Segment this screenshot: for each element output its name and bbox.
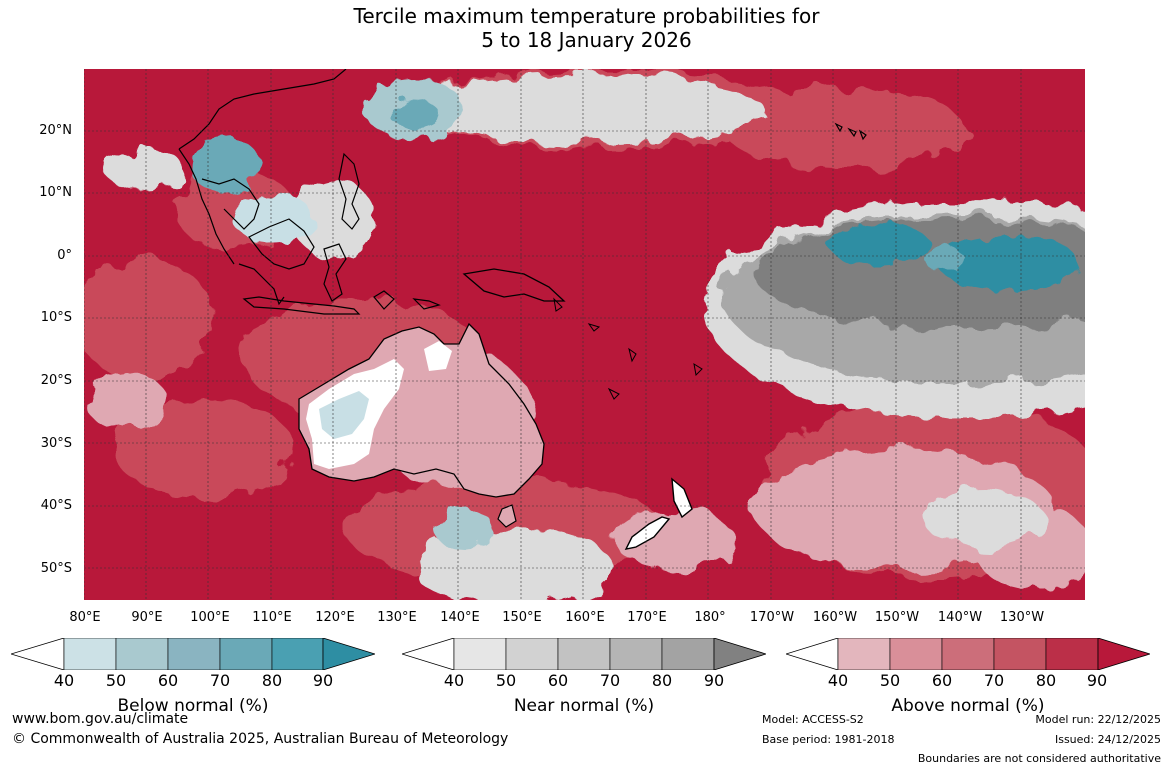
lon-label-120e: 120°E <box>315 610 355 625</box>
australia-landmass <box>298 322 545 528</box>
lon-label-150w: 150°W <box>874 610 920 625</box>
lon-label-170w: 170°W <box>749 610 795 625</box>
above-tick-40: 40 <box>827 671 849 690</box>
below-tick-60: 60 <box>157 671 179 690</box>
near-tick-90: 90 <box>703 671 725 690</box>
lon-label-80e: 80°E <box>69 610 101 625</box>
above-tick-90: 90 <box>1086 671 1108 690</box>
below-tick-40: 40 <box>53 671 75 690</box>
lat-label-40s: 40°S <box>40 498 72 513</box>
below-tick-90: 90 <box>312 671 334 690</box>
lat-label-10n: 10°N <box>39 185 72 200</box>
lat-label-50s: 50°S <box>40 561 72 576</box>
lon-label-180: 180° <box>694 610 726 625</box>
near-normal-colorbar <box>402 638 766 670</box>
hawaii <box>834 122 867 141</box>
above-normal-colorbar <box>786 638 1150 670</box>
lat-label-20n: 20°N <box>39 123 72 138</box>
near-tick-50: 50 <box>495 671 517 690</box>
above-tick-50: 50 <box>879 671 901 690</box>
base-period-text: Base period: 1981-2018 <box>762 733 895 746</box>
new-zealand <box>624 477 693 550</box>
lon-label-170e: 170°E <box>627 610 667 625</box>
map-canvas <box>84 69 1085 600</box>
above-tick-60: 60 <box>931 671 953 690</box>
below-normal-label: Below normal (%) <box>117 696 269 716</box>
near-tick-70: 70 <box>599 671 621 690</box>
below-normal-colorbar <box>11 638 375 670</box>
below-normal-areas <box>189 79 1079 549</box>
below-tick-70: 70 <box>209 671 231 690</box>
model-run-text: Model run: 22/12/2025 <box>1035 713 1161 726</box>
title-line-1: Tercile maximum temperature probabilitie… <box>353 4 820 28</box>
lon-label-140e: 140°E <box>440 610 480 625</box>
chart-title: Tercile maximum temperature probabilitie… <box>0 4 1173 52</box>
lat-label-30s: 30°S <box>40 436 72 451</box>
lon-label-150e: 150°E <box>502 610 542 625</box>
above-tick-80: 80 <box>1035 671 1057 690</box>
boundaries-disclaimer: Boundaries are not considered authoritat… <box>917 752 1161 765</box>
issued-text: Issued: 24/12/2025 <box>1054 733 1161 746</box>
model-text: Model: ACCESS-S2 <box>762 713 864 726</box>
near-normal-label: Near normal (%) <box>513 696 655 716</box>
near-tick-60: 60 <box>547 671 569 690</box>
probability-map <box>84 69 1085 600</box>
website-link[interactable]: www.bom.gov.au/climate <box>12 711 189 727</box>
lat-label-20s: 20°S <box>40 373 72 388</box>
below-tick-80: 80 <box>261 671 283 690</box>
below-tick-50: 50 <box>105 671 127 690</box>
lon-label-110e: 110°E <box>252 610 292 625</box>
lon-label-90e: 90°E <box>131 610 163 625</box>
lon-label-160w: 160°W <box>812 610 858 625</box>
lat-label-0: 0° <box>57 248 72 263</box>
lon-label-140w: 140°W <box>937 610 983 625</box>
title-line-2: 5 to 18 January 2026 <box>481 28 692 52</box>
graticule <box>84 69 1085 600</box>
lon-label-130w: 130°W <box>999 610 1045 625</box>
above-normal-label: Above normal (%) <box>891 696 1045 716</box>
lon-label-160e: 160°E <box>565 610 605 625</box>
above-tick-70: 70 <box>983 671 1005 690</box>
southeast-asia-coastlines <box>178 69 441 315</box>
lon-label-100e: 100°E <box>190 610 230 625</box>
lon-label-130e: 130°E <box>377 610 417 625</box>
lat-label-10s: 10°S <box>40 310 72 325</box>
near-tick-40: 40 <box>443 671 465 690</box>
near-tick-80: 80 <box>651 671 673 690</box>
pacific-islands <box>553 297 703 400</box>
copyright-text: © Commonwealth of Australia 2025, Austra… <box>12 731 509 747</box>
